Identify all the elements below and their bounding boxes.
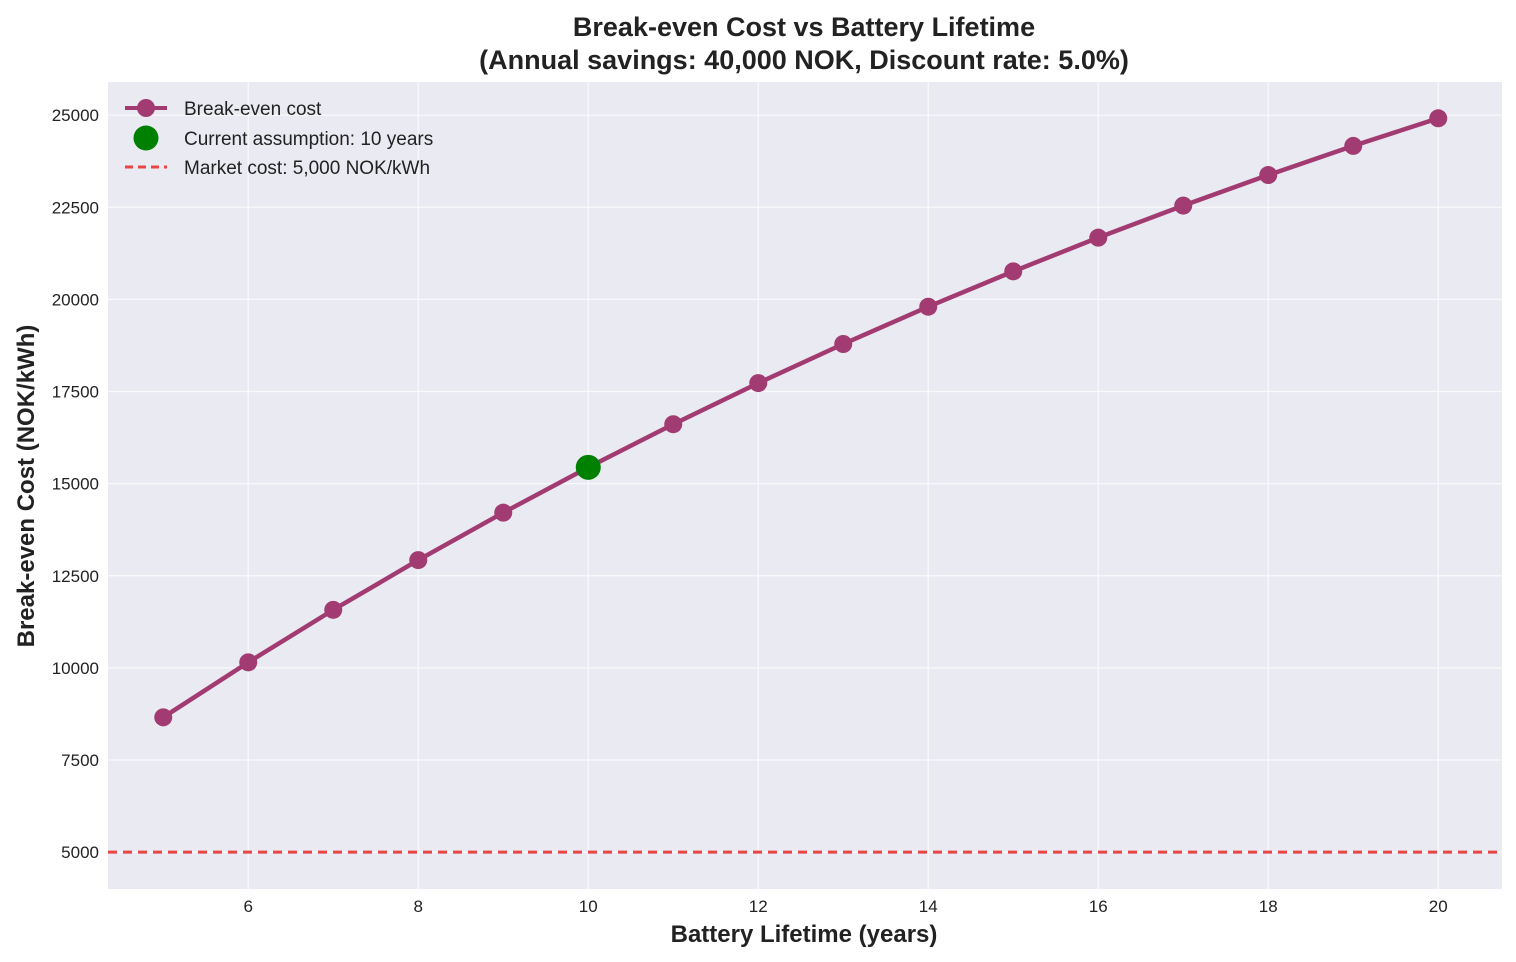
break-even-point xyxy=(749,374,768,393)
legend-highlight-swatch xyxy=(133,125,159,151)
legend-label-market-cost: Market cost: 5,000 NOK/kWh xyxy=(184,158,430,179)
x-tick-label: 12 xyxy=(749,897,768,916)
y-tick-label: 7500 xyxy=(61,751,99,770)
break-even-point xyxy=(1174,196,1193,215)
break-even-point xyxy=(1259,166,1278,185)
x-axis-label: Battery Lifetime (years) xyxy=(671,921,938,948)
break-even-point xyxy=(919,297,938,316)
y-axis-label: Break-even Cost (NOK/kWh) xyxy=(13,325,40,648)
break-even-point xyxy=(239,653,258,672)
x-tick-label: 8 xyxy=(414,897,423,916)
legend-label-break-even: Break-even cost xyxy=(184,99,322,120)
legend: Break-even cost Current assumption: 10 y… xyxy=(125,99,433,179)
y-tick-label: 22500 xyxy=(52,198,99,217)
y-tick-label: 5000 xyxy=(61,843,99,862)
y-tick-label: 15000 xyxy=(52,475,99,494)
x-tick-label: 20 xyxy=(1429,897,1448,916)
break-even-point xyxy=(1004,262,1023,281)
break-even-line xyxy=(161,116,1441,720)
x-tick-label: 16 xyxy=(1089,897,1108,916)
legend-label-current-assumption: Current assumption: 10 years xyxy=(184,129,433,150)
break-even-point xyxy=(1344,136,1363,155)
y-tick-label: 10000 xyxy=(52,659,99,678)
break-even-point xyxy=(409,551,428,570)
break-even-point xyxy=(324,600,343,619)
y-tick-labels: 5000 7500 10000 12500 15000 17500 20000 22500 25… xyxy=(52,106,99,862)
break-even-point xyxy=(494,503,513,522)
chart-title: Break-even Cost vs Battery Lifetime xyxy=(573,12,1035,42)
legend-marker-swatch xyxy=(137,99,155,117)
plot-area xyxy=(108,82,1502,889)
x-tick-labels: 6 8 10 12 14 16 18 20 xyxy=(244,897,1448,916)
y-tick-label: 17500 xyxy=(52,383,99,402)
x-tick-label: 14 xyxy=(919,897,938,916)
y-tick-label: 12500 xyxy=(52,567,99,586)
chart-subtitle: (Annual savings: 40,000 NOK, Discount ra… xyxy=(479,45,1129,75)
series-group xyxy=(154,109,1448,727)
break-even-point xyxy=(834,334,853,353)
y-tick-label: 25000 xyxy=(52,106,99,125)
x-tick-label: 18 xyxy=(1259,897,1278,916)
current-assumption-point xyxy=(575,454,601,480)
y-tick-label: 20000 xyxy=(52,290,99,309)
break-even-point xyxy=(664,415,683,434)
break-even-point xyxy=(154,708,173,727)
x-tick-label: 10 xyxy=(579,897,598,916)
x-tick-label: 6 xyxy=(244,897,253,916)
break-even-point xyxy=(1089,228,1108,247)
break-even-point xyxy=(1429,109,1448,128)
grid-lines xyxy=(108,82,1502,889)
